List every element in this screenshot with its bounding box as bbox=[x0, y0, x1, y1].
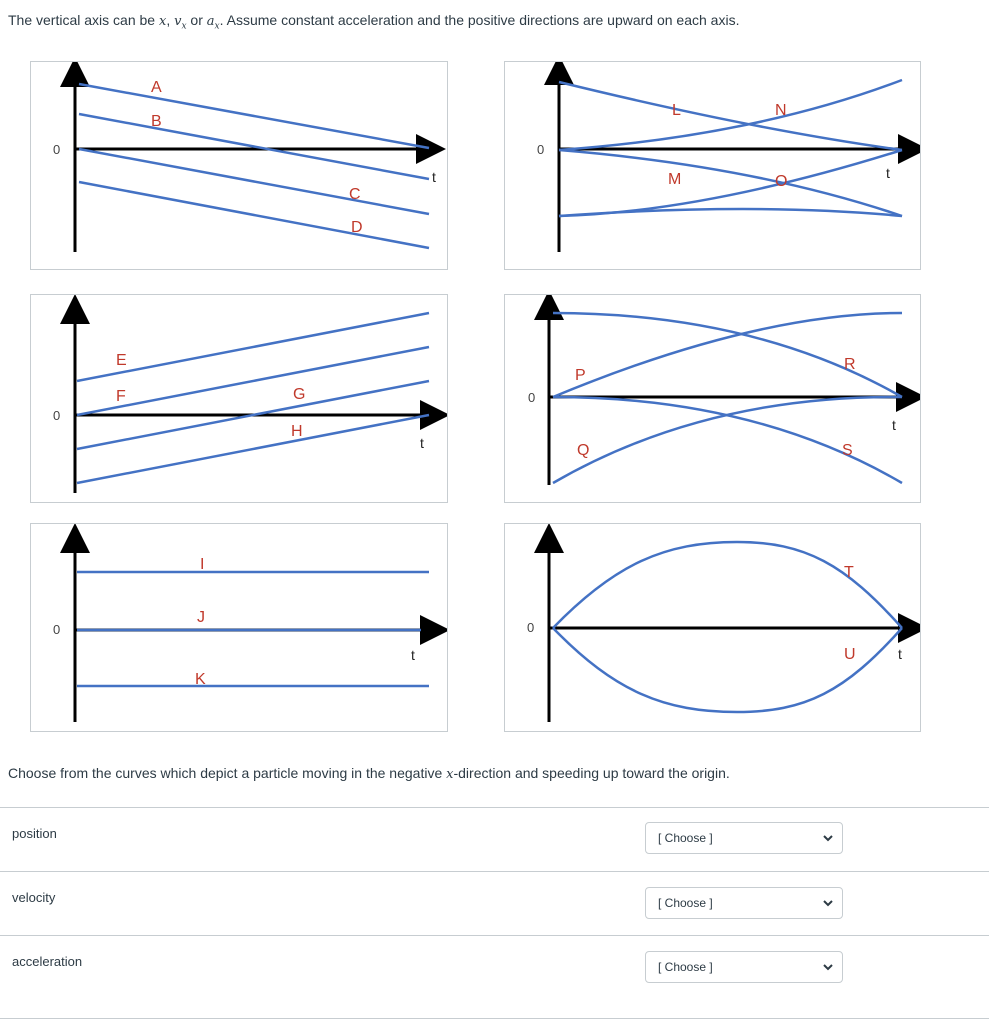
zero-label: 0 bbox=[53, 142, 60, 157]
graph-abcd: 0 t A B C D bbox=[30, 61, 448, 270]
t-label: t bbox=[892, 417, 896, 433]
curve-label: H bbox=[291, 423, 303, 440]
curve-label: B bbox=[151, 113, 162, 130]
velocity-select[interactable]: [ Choose ] bbox=[645, 887, 843, 919]
curve-label: E bbox=[116, 352, 127, 369]
zero-label: 0 bbox=[528, 390, 535, 405]
zero-label: 0 bbox=[53, 622, 60, 637]
divider bbox=[0, 871, 989, 872]
curve-label: S bbox=[842, 442, 853, 459]
divider bbox=[0, 807, 989, 808]
chevron-down-icon bbox=[823, 900, 833, 907]
velocity-select-value: [ Choose ] bbox=[658, 896, 713, 910]
zero-label: 0 bbox=[537, 142, 544, 157]
curve-label: Q bbox=[577, 442, 589, 459]
curve-label: J bbox=[197, 609, 205, 626]
var-x: x bbox=[158, 14, 167, 29]
position-select[interactable]: [ Choose ] bbox=[645, 822, 843, 854]
zero-label: 0 bbox=[527, 620, 534, 635]
curve-label: O bbox=[775, 173, 787, 190]
curve-label: U bbox=[844, 646, 856, 663]
curve-label: P bbox=[575, 367, 586, 384]
graph-ijk: 0 t I J K bbox=[30, 523, 448, 732]
var-ax: ax bbox=[206, 14, 220, 32]
acceleration-select-value: [ Choose ] bbox=[658, 960, 713, 974]
graph-efgh: 0 t E F G H bbox=[30, 294, 448, 503]
curve-label: G bbox=[293, 386, 305, 403]
curve-label: N bbox=[775, 102, 787, 119]
chevron-down-icon bbox=[823, 835, 833, 842]
divider bbox=[0, 1018, 989, 1019]
curve-label: R bbox=[844, 356, 856, 373]
chevron-down-icon bbox=[823, 964, 833, 971]
acceleration-select[interactable]: [ Choose ] bbox=[645, 951, 843, 983]
t-label: t bbox=[898, 646, 902, 662]
curve-label: A bbox=[151, 79, 162, 96]
curve-label: M bbox=[668, 171, 681, 188]
question-text: Choose from the curves which depict a pa… bbox=[8, 765, 730, 782]
zero-label: 0 bbox=[53, 408, 60, 423]
curve-label: D bbox=[351, 219, 363, 236]
graph-lmno: 0 t L M N O bbox=[504, 61, 921, 270]
curve-label: L bbox=[672, 102, 681, 119]
divider bbox=[0, 935, 989, 936]
row-label-velocity: velocity bbox=[12, 890, 56, 905]
t-label: t bbox=[886, 165, 890, 181]
t-label: t bbox=[420, 435, 424, 451]
t-label: t bbox=[411, 647, 415, 663]
graph-pqrs: 0 t P Q R S bbox=[504, 294, 921, 503]
curve-label: I bbox=[200, 556, 204, 573]
curve-label: K bbox=[195, 671, 206, 688]
row-label-acceleration: acceleration bbox=[12, 954, 83, 969]
curve-label: C bbox=[349, 186, 361, 203]
graph-tu: 0 t T U bbox=[504, 523, 921, 732]
instructions: The vertical axis can be x, vx or ax. As… bbox=[8, 12, 740, 32]
var-x: x bbox=[446, 767, 454, 782]
curve-label: T bbox=[844, 564, 854, 581]
curve-label: F bbox=[116, 388, 126, 405]
var-vx: vx bbox=[174, 14, 187, 32]
t-label: t bbox=[432, 169, 436, 185]
position-select-value: [ Choose ] bbox=[658, 831, 713, 845]
row-label-position: position bbox=[12, 826, 57, 841]
